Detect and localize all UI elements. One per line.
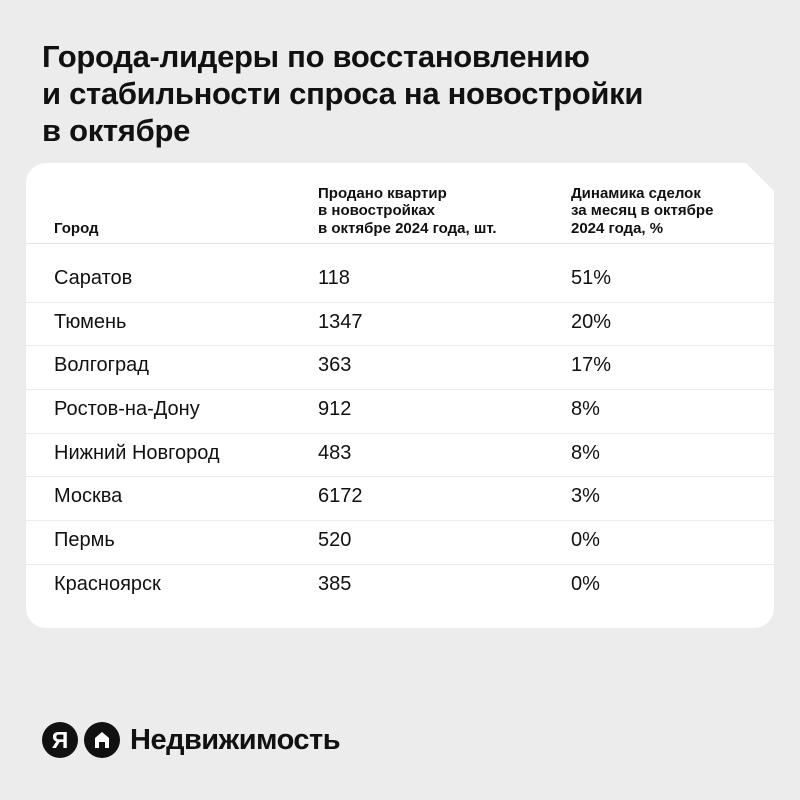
table-row: Нижний Новгород 483 8%: [26, 434, 774, 478]
cell-dynamics: 51%: [571, 267, 612, 289]
header-sold-line: Продано квартир: [318, 185, 447, 202]
table-row: Ростов-на-Дону 912 8%: [26, 390, 774, 434]
table-row: Волгоград 363 17%: [26, 346, 774, 390]
table-row: Тюмень 1347 20%: [26, 303, 774, 347]
cell-sold: 1347: [318, 310, 363, 333]
header-sold: Продано квартир в новостройках в октябре…: [318, 185, 497, 237]
cell-city: Красноярск: [54, 572, 161, 595]
table-body: Саратов 118 51% Тюмень 1347 20% Волгогра…: [26, 259, 774, 608]
cell-dynamics: 8%: [571, 398, 600, 421]
cell-city: Волгоград: [54, 354, 149, 377]
cell-sold: 6172: [318, 485, 363, 508]
table-card: Город Продано квартир в новостройках в о…: [26, 163, 774, 628]
table-row: Красноярск 385 0%: [26, 565, 774, 608]
cell-city: Нижний Новгород: [54, 441, 220, 464]
cell-dynamics: 3%: [571, 485, 600, 508]
cell-city: Тюмень: [54, 310, 127, 333]
page-title: Города-лидеры по восстановлению и стабил…: [42, 38, 742, 150]
cell-dynamics: 20%: [571, 310, 612, 333]
title-line-1: Города-лидеры по восстановлению: [42, 39, 590, 74]
cell-sold: 483: [318, 441, 352, 464]
cell-sold: 385: [318, 572, 352, 595]
table-row: Москва 6172 3%: [26, 477, 774, 521]
header-dynamics: Динамика сделок за месяц в октябре 2024 …: [571, 185, 713, 237]
cell-dynamics: 17%: [571, 354, 612, 377]
header-dynamics-line: 2024 года, %: [571, 219, 664, 237]
house-logo-icon: [84, 722, 120, 758]
brand-name: Недвижимость: [130, 723, 341, 756]
brand-logo: Я Недвижимость: [42, 720, 341, 760]
table-row: Пермь 520 0%: [26, 521, 774, 565]
header-dynamics-line: Динамика сделок: [571, 185, 701, 202]
cell-city: Саратов: [54, 267, 133, 289]
cell-sold: 363: [318, 354, 352, 377]
yandex-logo-icon: Я: [42, 722, 78, 758]
cell-city: Пермь: [54, 529, 115, 552]
title-line-3: в октябре: [42, 113, 191, 149]
cell-dynamics: 8%: [571, 441, 600, 464]
header-dynamics-line: за месяц в октябре: [571, 202, 714, 220]
table-header: Город Продано квартир в новостройках в о…: [26, 163, 774, 244]
cell-sold: 118: [318, 267, 350, 289]
header-sold-line: в октябре 2024 года, шт.: [318, 219, 497, 237]
cell-sold: 912: [318, 398, 352, 421]
title-line-2: и стабильности спроса на новостройки: [42, 76, 644, 112]
cell-dynamics: 0%: [571, 572, 600, 595]
cell-city: Ростов-на-Дону: [54, 398, 200, 421]
yandex-logo-glyph: Я: [52, 727, 69, 753]
header-sold-line: в новостройках: [318, 202, 436, 220]
cell-city: Москва: [54, 485, 123, 508]
cell-dynamics: 0%: [571, 529, 600, 552]
yandex-letter: Я: [52, 727, 69, 753]
cell-sold: 520: [318, 529, 352, 552]
header-city: Город: [54, 220, 99, 237]
table-row: Саратов 118 51%: [26, 259, 774, 303]
